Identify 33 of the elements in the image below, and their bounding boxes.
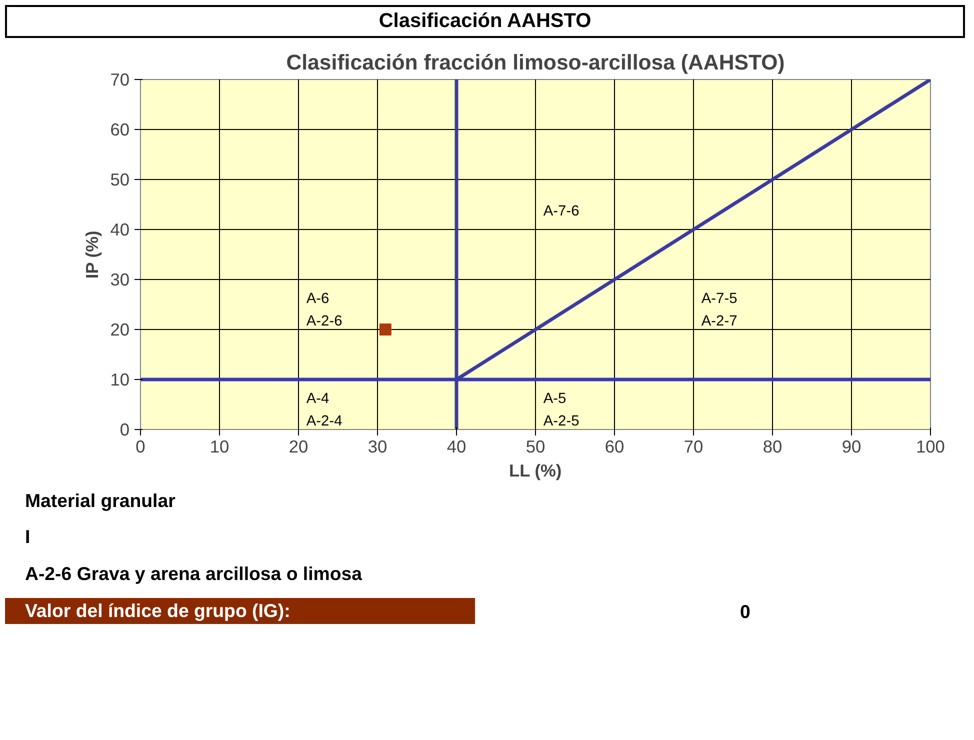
y-tick-label: 30	[110, 269, 130, 290]
x-tick-label: 100	[916, 436, 945, 456]
x-tick-label: 10	[210, 436, 230, 456]
y-tick-label: 70	[110, 69, 130, 90]
x-tick-label: 20	[288, 436, 308, 456]
y-tick-label: 40	[110, 219, 130, 240]
x-tick-label: 90	[842, 436, 862, 456]
annotation: A-5 A-2-5	[543, 390, 580, 430]
x-tick-label: 60	[604, 436, 624, 456]
x-tick-label: 80	[762, 436, 782, 456]
annotation: A-6 A-2-6	[306, 290, 342, 329]
x-axis-title: LL (%)	[509, 460, 562, 480]
y-axis-title: IP (%)	[82, 230, 102, 278]
y-tick-label: 10	[110, 369, 130, 390]
text: A-2-6 Grava y arena arcillosa o limosa	[25, 562, 362, 586]
x-tick-label: 0	[136, 436, 146, 456]
x-tick-label: 50	[526, 436, 546, 456]
x-tick-label: 70	[684, 436, 704, 456]
x-tick-label: 30	[368, 436, 388, 456]
annotation: A-7-5 A-2-7	[701, 290, 738, 329]
text: Material granular	[25, 488, 176, 513]
chart-subtitle: Clasificación AAHSTO	[378, 9, 592, 34]
text: I	[25, 525, 30, 550]
x-tick-label: 40	[446, 436, 466, 456]
chart-title: Clasificación fracción limoso-arcillosa (AAHSTO)	[286, 50, 785, 74]
annotation: A-7-6	[543, 203, 580, 220]
y-tick-label: 20	[110, 319, 130, 340]
y-tick-label: 60	[110, 119, 130, 140]
y-tick-label: 0	[120, 419, 130, 440]
text: 0	[740, 600, 750, 624]
annotation: A-4 A-2-4	[306, 390, 342, 430]
y-tick-label: 50	[110, 169, 130, 190]
text: Valor del índice de grupo (IG):	[25, 598, 290, 623]
